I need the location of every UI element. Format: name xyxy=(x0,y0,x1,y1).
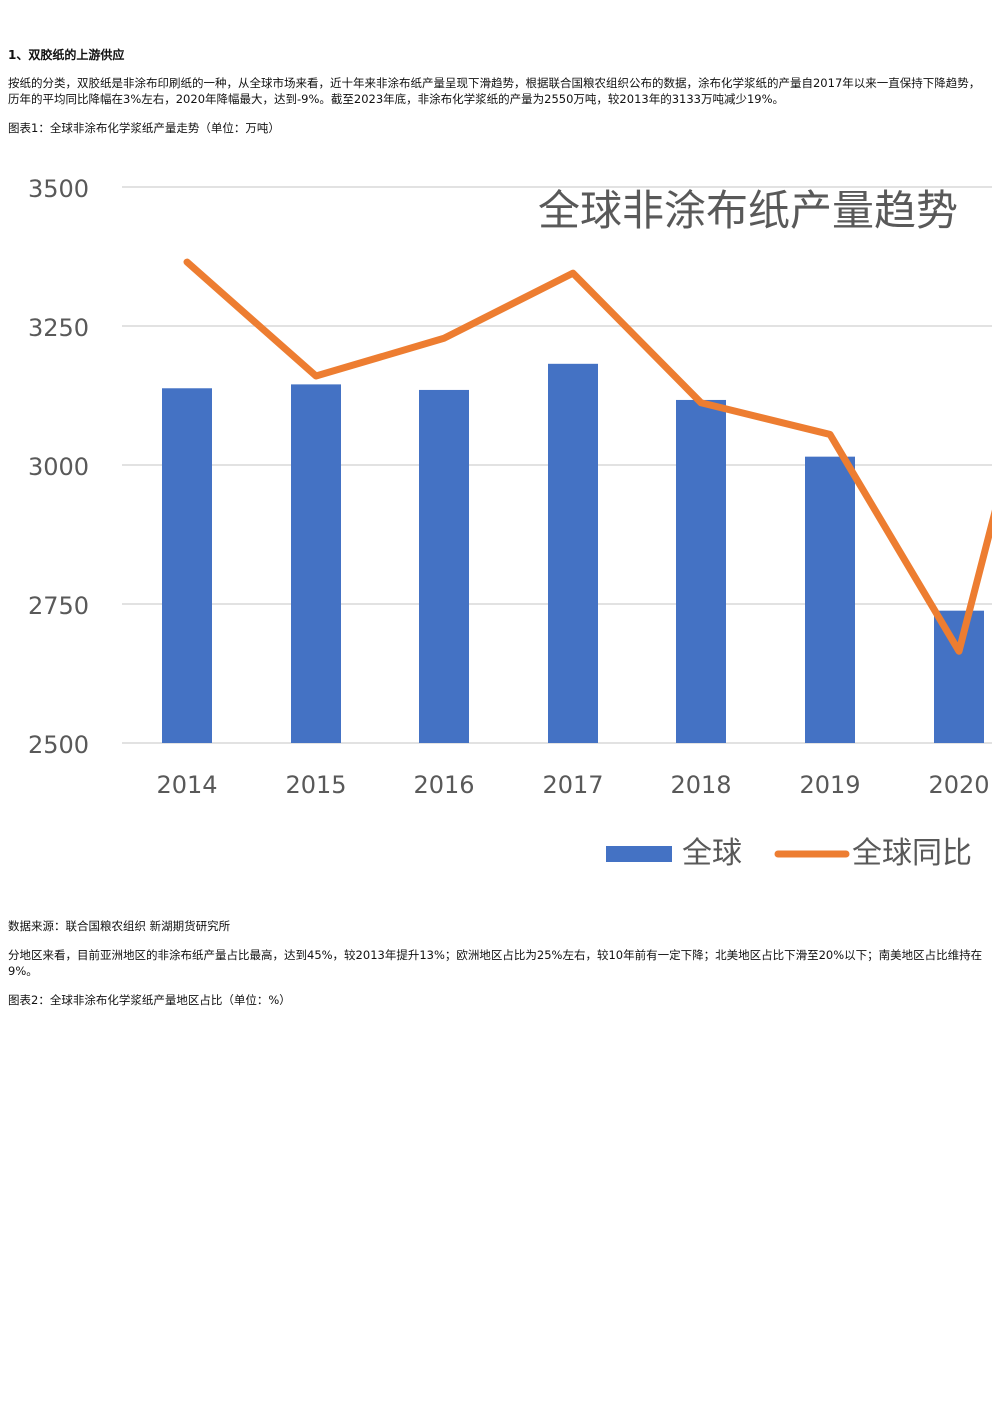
chart-title: 全球非涂布纸产量趋势 xyxy=(538,186,958,235)
bar-2018 xyxy=(676,399,726,743)
bar-2014 xyxy=(162,388,212,743)
x-tick-label: 2020 xyxy=(928,771,989,799)
data-source-note: 数据来源：联合国粮农组织 新湖期货研究所 xyxy=(8,919,231,933)
x-tick-label: 2014 xyxy=(156,771,217,799)
x-tick-label: 2018 xyxy=(670,771,731,799)
production-chart: 3500 3250 3000 2750 2500 全球非涂布纸产量趋势 2014 2015 20… xyxy=(0,150,992,890)
x-tick-label: 2015 xyxy=(285,771,346,799)
legend-swatch-bar xyxy=(606,846,672,862)
legend-label-yoy: 全球同比 xyxy=(852,836,972,871)
y-tick-label: 2500 xyxy=(28,731,89,759)
bar-2017 xyxy=(548,363,598,743)
chart-svg: 3500 3250 3000 2750 2500 全球非涂布纸产量趋势 2014 2015 20… xyxy=(28,175,992,871)
line-series-yoy xyxy=(183,258,992,655)
x-tick-label: 2017 xyxy=(542,771,603,799)
legend-label-global: 全球 xyxy=(682,836,742,871)
intro-paragraph: 按纸的分类，双胶纸是非涂布印刷纸的一种，从全球市场来看，近十年来非涂布纸产量呈现… xyxy=(8,76,981,106)
section-heading: 1、双胶纸的上游供应 xyxy=(8,48,125,62)
y-tick-label: 3500 xyxy=(28,175,89,203)
y-tick-label: 2750 xyxy=(28,592,89,620)
regional-paragraph: 分地区来看，目前亚洲地区的非涂布纸产量占比最高，达到45%，较2013年提升13… xyxy=(8,948,983,978)
bar-2016 xyxy=(419,389,469,743)
figure-1-caption: 图表1：全球非涂布化学浆纸产量走势（单位：万吨） xyxy=(8,121,280,135)
bar-2020 xyxy=(934,610,984,743)
y-tick-label: 3000 xyxy=(28,453,89,481)
x-tick-label: 2019 xyxy=(799,771,860,799)
bar-2015 xyxy=(291,384,341,743)
y-tick-label: 3250 xyxy=(28,314,89,342)
bar-2019 xyxy=(805,456,855,743)
figure-2-caption: 图表2：全球非涂布化学浆纸产量地区占比（单位：%） xyxy=(8,993,291,1007)
x-tick-label: 2016 xyxy=(413,771,474,799)
